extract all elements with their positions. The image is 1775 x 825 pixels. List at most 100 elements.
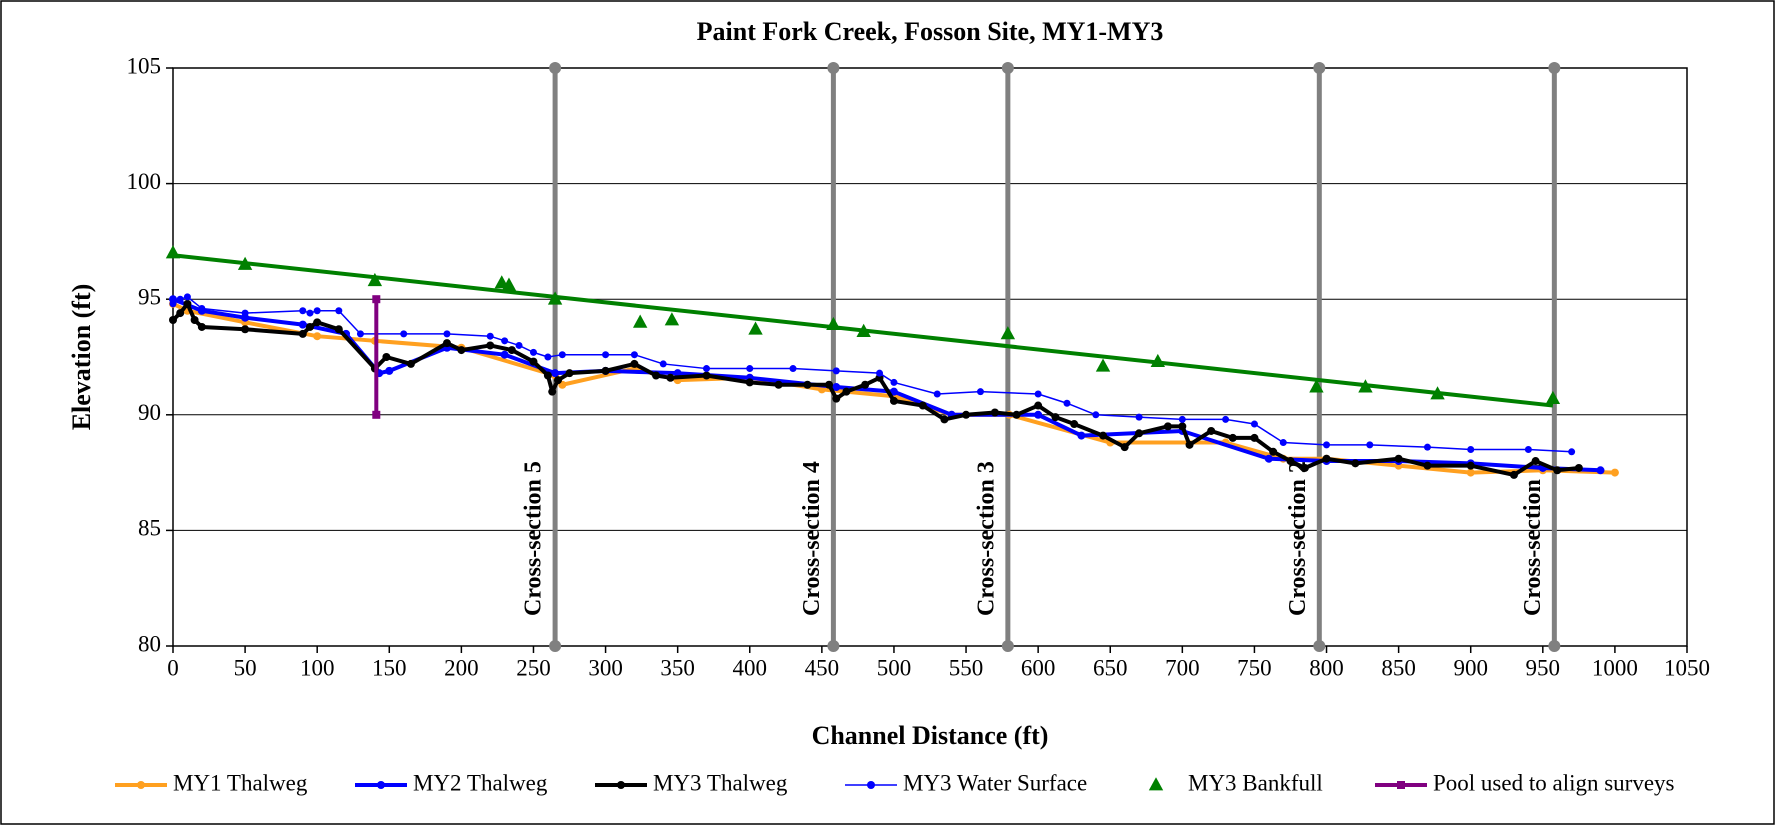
marker bbox=[1524, 445, 1532, 453]
marker bbox=[334, 325, 343, 334]
marker bbox=[1596, 466, 1605, 475]
x-tick-label: 1000 bbox=[1592, 655, 1638, 680]
marker bbox=[1423, 461, 1432, 470]
marker bbox=[486, 332, 494, 340]
marker bbox=[842, 387, 851, 396]
legend-item: Pool used to align surveys bbox=[1375, 770, 1675, 795]
marker bbox=[1099, 431, 1108, 440]
marker bbox=[385, 366, 394, 375]
cross-section-end bbox=[1548, 640, 1561, 652]
marker bbox=[457, 346, 466, 355]
marker bbox=[241, 325, 250, 334]
x-tick-label: 250 bbox=[516, 655, 551, 680]
marker bbox=[1228, 433, 1237, 442]
marker bbox=[198, 304, 206, 312]
marker bbox=[1135, 429, 1144, 438]
marker bbox=[1000, 326, 1016, 340]
marker bbox=[298, 320, 307, 329]
x-tick-label: 700 bbox=[1165, 655, 1200, 680]
marker bbox=[630, 351, 638, 359]
marker bbox=[1323, 441, 1331, 449]
marker bbox=[237, 256, 253, 270]
marker bbox=[400, 330, 408, 338]
marker bbox=[1269, 447, 1278, 456]
cross-section-label: Cross-section 5 bbox=[521, 461, 547, 616]
marker bbox=[825, 380, 834, 389]
marker bbox=[305, 322, 314, 331]
legend-label: MY1 Thalweg bbox=[173, 770, 308, 795]
marker bbox=[1092, 411, 1100, 419]
x-tick-label: 750 bbox=[1237, 655, 1272, 680]
legend-item: MY3 Thalweg bbox=[595, 770, 788, 795]
marker bbox=[1366, 441, 1374, 449]
marker bbox=[673, 369, 682, 378]
marker bbox=[1148, 777, 1164, 791]
marker bbox=[547, 291, 563, 305]
cross-section-end bbox=[827, 62, 840, 74]
marker bbox=[1034, 401, 1043, 410]
x-tick-label: 450 bbox=[805, 655, 840, 680]
x-tick-label: 200 bbox=[444, 655, 479, 680]
marker bbox=[382, 353, 391, 361]
marker bbox=[867, 781, 875, 789]
marker bbox=[501, 337, 509, 345]
marker bbox=[803, 380, 812, 389]
plot-area bbox=[172, 67, 1688, 647]
marker bbox=[1279, 439, 1287, 447]
marker bbox=[1264, 454, 1273, 463]
legend-item: MY3 Water Surface bbox=[845, 770, 1087, 795]
marker bbox=[543, 371, 552, 380]
marker bbox=[137, 781, 145, 789]
cross-section-end bbox=[1001, 640, 1014, 652]
marker bbox=[889, 396, 898, 405]
legend-item: MY1 Thalweg bbox=[115, 770, 308, 795]
marker bbox=[169, 300, 177, 308]
marker bbox=[313, 332, 322, 341]
marker bbox=[529, 348, 537, 356]
marker bbox=[1178, 415, 1186, 423]
marker bbox=[1286, 457, 1295, 466]
cross-section-end bbox=[827, 640, 840, 652]
marker bbox=[1012, 410, 1021, 419]
legend-item: MY2 Thalweg bbox=[355, 770, 548, 795]
marker bbox=[1185, 440, 1194, 449]
marker bbox=[745, 378, 754, 387]
cross-section-label: Cross-section 3 bbox=[973, 461, 999, 616]
marker bbox=[774, 380, 783, 389]
y-axis-label: Elevation (ft) bbox=[67, 284, 96, 431]
marker bbox=[367, 272, 383, 287]
marker bbox=[617, 781, 625, 789]
marker bbox=[832, 383, 841, 392]
marker bbox=[1397, 781, 1405, 789]
marker bbox=[918, 401, 927, 410]
marker bbox=[313, 318, 322, 327]
marker bbox=[1610, 468, 1619, 477]
legend-label: MY3 Bankfull bbox=[1188, 770, 1323, 795]
marker bbox=[1531, 457, 1540, 466]
x-tick-label: 550 bbox=[949, 655, 984, 680]
marker bbox=[500, 350, 509, 359]
x-tick-label: 50 bbox=[234, 655, 257, 680]
marker bbox=[1135, 413, 1143, 421]
marker bbox=[558, 351, 566, 359]
marker bbox=[377, 781, 385, 789]
chart-title: Paint Fork Creek, Fosson Site, MY1-MY3 bbox=[697, 17, 1164, 46]
marker bbox=[1394, 454, 1403, 463]
marker bbox=[962, 410, 971, 419]
marker bbox=[299, 307, 307, 315]
y-tick-label: 95 bbox=[138, 284, 161, 309]
marker bbox=[1077, 431, 1086, 440]
x-axis-label: Channel Distance (ft) bbox=[812, 721, 1049, 750]
marker bbox=[746, 365, 754, 373]
y-tick-label: 100 bbox=[127, 169, 162, 194]
marker bbox=[861, 380, 870, 389]
marker bbox=[548, 387, 557, 396]
marker bbox=[544, 353, 552, 361]
marker bbox=[372, 410, 381, 419]
marker bbox=[176, 309, 185, 318]
x-tick-label: 350 bbox=[660, 655, 695, 680]
marker bbox=[1423, 443, 1431, 451]
marker bbox=[335, 307, 343, 315]
marker bbox=[1207, 426, 1216, 435]
